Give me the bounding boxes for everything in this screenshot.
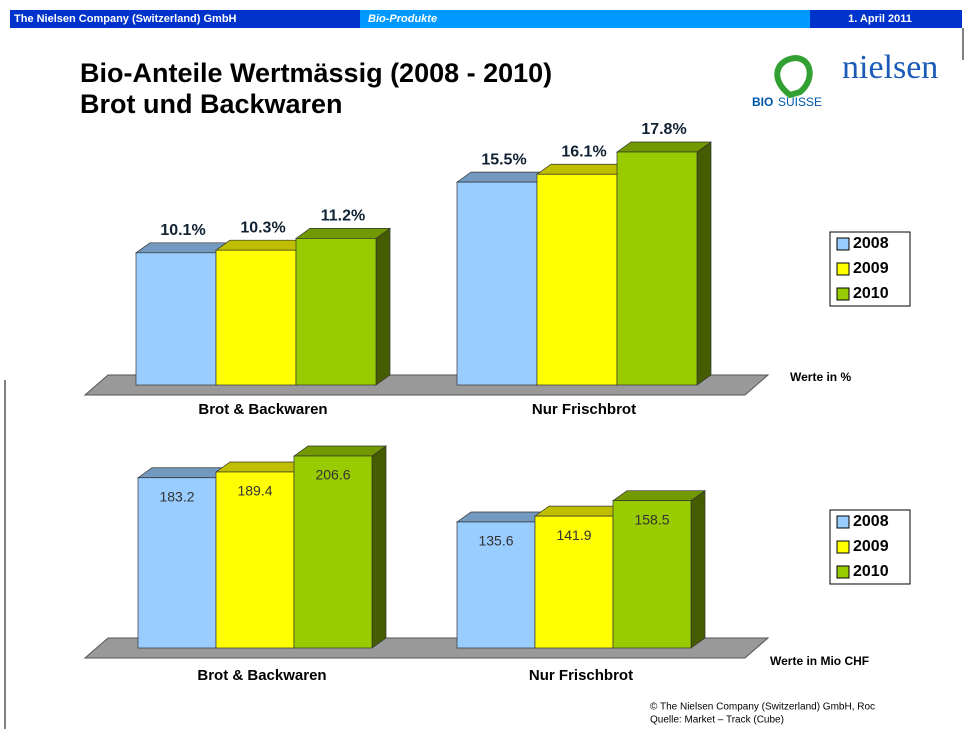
footer-text: Quelle: Market – Track (Cube)	[650, 715, 784, 726]
data-label: 206.6	[315, 467, 350, 483]
bar	[456, 521, 536, 649]
legend-label: 2008	[853, 235, 889, 252]
data-label: 10.3%	[240, 219, 285, 236]
bar-side	[690, 490, 706, 649]
header-section-bar	[360, 10, 810, 28]
bar	[135, 252, 217, 386]
legend-label: 2008	[853, 513, 889, 530]
data-label: 189.4	[237, 483, 272, 499]
legend-label: 2009	[853, 538, 889, 555]
bar	[536, 173, 618, 386]
header-company: The Nielsen Company (Switzerland) GmbH	[14, 13, 237, 25]
bar	[215, 471, 295, 649]
bar-top	[615, 141, 713, 153]
bar-side	[375, 227, 391, 386]
header-section: Bio-Produkte	[368, 13, 437, 25]
bio-logo	[774, 54, 813, 99]
legend-swatch	[836, 287, 850, 301]
data-label: 158.5	[634, 511, 669, 527]
x-tick-label: Nur Frischbrot	[529, 667, 633, 684]
unit-label: Werte in %	[790, 370, 851, 384]
bar	[295, 238, 377, 386]
x-tick-label: Nur Frischbrot	[532, 401, 636, 418]
title-line: Bio-Anteile Wertmässig (2008 - 2010)	[80, 58, 552, 88]
bar	[293, 455, 373, 649]
unit-label: Werte in Mio CHF	[770, 654, 869, 668]
legend-swatch	[836, 565, 850, 579]
data-label: 135.6	[478, 533, 513, 549]
bar	[456, 181, 538, 386]
bar	[215, 249, 297, 386]
bio-logo-text: BIO	[752, 95, 773, 109]
x-tick-label: Brot & Backwaren	[198, 401, 327, 418]
legend-swatch	[836, 262, 850, 276]
legend-swatch	[836, 237, 850, 251]
bar-side	[696, 141, 712, 386]
data-label: 15.5%	[481, 151, 526, 168]
data-label: 183.2	[159, 488, 194, 504]
footer-text: © The Nielsen Company (Switzerland) GmbH…	[650, 702, 875, 713]
bar	[616, 151, 698, 386]
bar	[137, 477, 217, 649]
bar-top	[294, 228, 392, 239]
bar-top	[611, 490, 707, 502]
legend-swatch	[836, 540, 850, 554]
bar	[534, 515, 614, 649]
data-label: 11.2%	[321, 208, 365, 225]
title-line: Brot und Backwaren	[80, 89, 343, 119]
data-label: 17.8%	[641, 121, 686, 138]
nielsen-logo: nielsen	[842, 49, 938, 86]
bar	[612, 500, 692, 649]
x-tick-label: Brot & Backwaren	[197, 667, 326, 684]
bar-top	[292, 445, 388, 457]
legend-swatch	[836, 515, 850, 529]
data-label: 16.1%	[561, 143, 606, 160]
data-label: 141.9	[556, 527, 591, 543]
legend-label: 2009	[853, 260, 889, 277]
bar-side	[371, 445, 387, 649]
legend-label: 2010	[853, 285, 889, 302]
data-label: 10.1%	[160, 222, 205, 239]
legend-label: 2010	[853, 563, 889, 580]
header-date: 1. April 2011	[848, 13, 912, 25]
bio-logo-text: SUISSE	[778, 95, 822, 109]
